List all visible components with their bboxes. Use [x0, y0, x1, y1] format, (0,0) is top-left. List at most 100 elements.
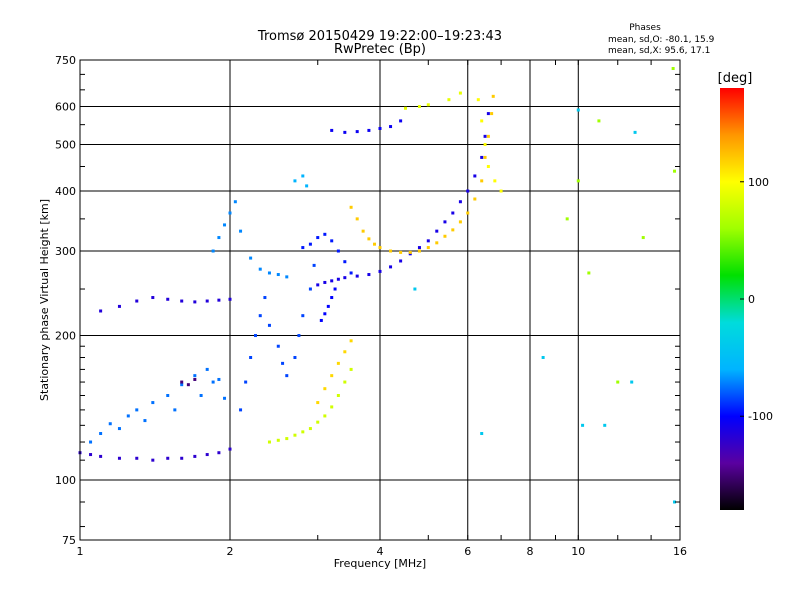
data-point: [389, 125, 393, 129]
data-point: [403, 106, 407, 110]
x-tick-label: 16: [673, 545, 687, 558]
y-tick-label: 200: [55, 330, 76, 343]
data-point: [312, 263, 316, 267]
data-point: [333, 287, 337, 291]
data-point: [330, 374, 334, 378]
data-point: [417, 105, 421, 109]
data-point: [616, 380, 620, 384]
data-point: [355, 274, 359, 278]
x-tick-label: 10: [571, 545, 585, 558]
data-point: [173, 408, 177, 412]
data-point: [301, 174, 305, 178]
data-point: [316, 236, 320, 240]
data-point: [330, 279, 334, 283]
data-point: [541, 355, 545, 359]
data-point: [193, 374, 197, 378]
x-tick-label: 4: [377, 545, 384, 558]
data-point: [349, 367, 353, 371]
data-point: [228, 297, 232, 301]
data-point: [378, 126, 382, 130]
y-tick-label: 75: [62, 534, 76, 547]
data-point: [480, 155, 484, 159]
data-point: [343, 130, 347, 134]
data-point: [297, 334, 301, 338]
data-point: [180, 383, 184, 387]
chart-subtitle: RwPretec (Bp): [334, 42, 426, 57]
data-point: [308, 287, 312, 291]
data-point: [285, 437, 289, 441]
data-point: [480, 119, 484, 123]
data-point: [426, 103, 430, 107]
data-point: [205, 367, 209, 371]
data-point: [217, 236, 221, 240]
data-point: [641, 236, 645, 240]
data-point: [373, 242, 377, 246]
colorbar-label: [deg]: [718, 71, 753, 86]
phase-legend-x: mean, sd,X: 95.6, 17.1: [608, 46, 710, 56]
data-point: [267, 271, 271, 275]
data-point: [151, 296, 155, 300]
data-point: [293, 179, 297, 183]
data-point: [490, 112, 494, 116]
data-point: [587, 271, 591, 275]
data-point: [89, 453, 93, 457]
data-point: [476, 98, 480, 102]
data-point: [276, 344, 280, 348]
x-tick-label: 8: [527, 545, 534, 558]
data-point: [576, 179, 580, 183]
y-tick-label: 750: [55, 54, 76, 67]
data-point: [343, 276, 347, 280]
data-point: [316, 401, 320, 405]
data-point: [249, 256, 253, 260]
data-point: [367, 128, 371, 132]
data-point: [435, 241, 439, 245]
data-point: [293, 355, 297, 359]
data-point: [330, 296, 334, 300]
data-point: [336, 249, 340, 253]
data-point: [99, 432, 103, 436]
data-point: [193, 377, 197, 381]
x-axis-label: Frequency [MHz]: [334, 557, 426, 570]
data-point: [293, 433, 297, 437]
data-point: [323, 232, 327, 236]
data-point: [223, 396, 227, 400]
data-point: [285, 374, 289, 378]
data-point: [205, 453, 209, 457]
data-point: [399, 259, 403, 263]
data-point: [319, 318, 323, 322]
data-point: [281, 361, 285, 365]
data-point: [413, 287, 417, 291]
data-point: [443, 220, 447, 224]
data-point: [483, 134, 487, 138]
data-point: [330, 239, 334, 243]
data-point: [217, 377, 221, 381]
data-point: [135, 456, 139, 460]
data-point: [308, 427, 312, 431]
data-point: [301, 430, 305, 434]
data-point: [473, 174, 477, 178]
data-point: [217, 451, 221, 455]
data-point: [99, 309, 103, 313]
phase-legend-o: mean, sd,O: -80.1, 15.9: [608, 35, 715, 45]
x-tick-label: 6: [464, 545, 471, 558]
data-point: [330, 128, 334, 132]
data-point: [166, 456, 170, 460]
data-point: [336, 277, 340, 281]
data-point: [378, 246, 382, 250]
data-point: [258, 267, 262, 271]
data-point: [493, 179, 497, 183]
plot-frame: [79, 59, 681, 541]
data-point: [301, 246, 305, 250]
data-point: [633, 130, 637, 134]
data-point: [301, 314, 305, 318]
data-point: [239, 229, 243, 233]
data-point: [399, 250, 403, 254]
data-point: [417, 249, 421, 253]
y-tick-label: 300: [55, 245, 76, 258]
data-point: [151, 401, 155, 405]
data-point: [483, 155, 487, 159]
data-point: [211, 249, 215, 253]
data-point: [491, 94, 495, 98]
data-point: [458, 200, 462, 204]
